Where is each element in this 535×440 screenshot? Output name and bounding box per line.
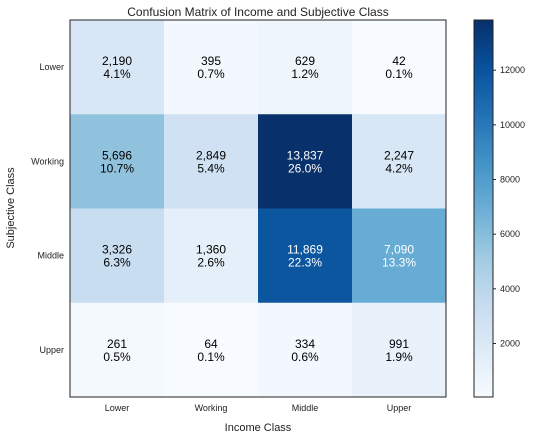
cell-count-label: 1,360 — [196, 243, 226, 257]
cell-count-label: 5,696 — [102, 148, 132, 162]
cell-count-label: 13,837 — [287, 148, 324, 162]
cell-percent-label: 4.2% — [385, 161, 413, 175]
cell-percent-label: 0.6% — [291, 350, 319, 364]
cell-count-label: 42 — [392, 54, 406, 68]
colorbar-tick-label: 12000 — [500, 65, 525, 75]
cell-percent-label: 0.5% — [103, 350, 131, 364]
colorbar-tick-label: 2000 — [500, 338, 520, 348]
y-axis-label: Subjective Class — [5, 167, 17, 249]
colorbar-tick-label: 8000 — [500, 175, 520, 185]
cell-percent-label: 4.1% — [103, 67, 131, 81]
x-axis-ticks: Lower Working Middle Upper — [105, 403, 412, 413]
cell-percent-label: 1.9% — [385, 350, 413, 364]
cell-count-label: 2,247 — [384, 148, 414, 162]
cell-percent-label: 1.2% — [291, 67, 319, 81]
cell-count-label: 395 — [201, 54, 221, 68]
cell-count-label: 7,090 — [384, 243, 414, 257]
cell-count-label: 991 — [389, 337, 409, 351]
colorbar — [474, 20, 493, 397]
cell-percent-label: 10.7% — [100, 161, 134, 175]
cell-percent-label: 0.7% — [197, 67, 225, 81]
colorbar-tick-label: 4000 — [500, 284, 520, 294]
x-tick-label: Working — [195, 403, 228, 413]
colorbar-ticks: 2000 4000 6000 8000 10000 12000 — [493, 65, 525, 348]
cell-count-label: 3,326 — [102, 243, 132, 257]
chart-title: Confusion Matrix of Income and Subjectiv… — [127, 5, 388, 19]
x-axis-label: Income Class — [225, 422, 292, 434]
cell-percent-label: 2.6% — [197, 256, 225, 270]
y-tick-label: Upper — [39, 345, 64, 355]
colorbar-tick-label: 6000 — [500, 229, 520, 239]
y-tick-label: Working — [31, 156, 64, 166]
y-axis-ticks: Lower Working Middle Upper — [31, 62, 64, 355]
cell-percent-label: 0.1% — [385, 67, 413, 81]
cell-percent-label: 22.3% — [288, 256, 322, 270]
cell-count-label: 2,190 — [102, 54, 132, 68]
cell-count-label: 261 — [107, 337, 127, 351]
y-tick-label: Lower — [39, 62, 64, 72]
cell-count-label: 629 — [295, 54, 315, 68]
cell-percent-label: 13.3% — [382, 256, 416, 270]
x-tick-label: Upper — [387, 403, 412, 413]
cell-count-label: 64 — [204, 337, 218, 351]
x-tick-label: Lower — [105, 403, 130, 413]
cell-percent-label: 26.0% — [288, 161, 322, 175]
cell-percent-label: 0.1% — [197, 350, 225, 364]
x-tick-label: Middle — [292, 403, 319, 413]
cell-percent-label: 5.4% — [197, 161, 225, 175]
cell-count-label: 11,869 — [287, 243, 323, 257]
cell-percent-label: 6.3% — [103, 256, 131, 270]
cell-count-label: 2,849 — [196, 148, 226, 162]
y-tick-label: Middle — [37, 251, 64, 261]
cell-count-label: 334 — [295, 337, 315, 351]
colorbar-tick-label: 10000 — [500, 120, 525, 130]
